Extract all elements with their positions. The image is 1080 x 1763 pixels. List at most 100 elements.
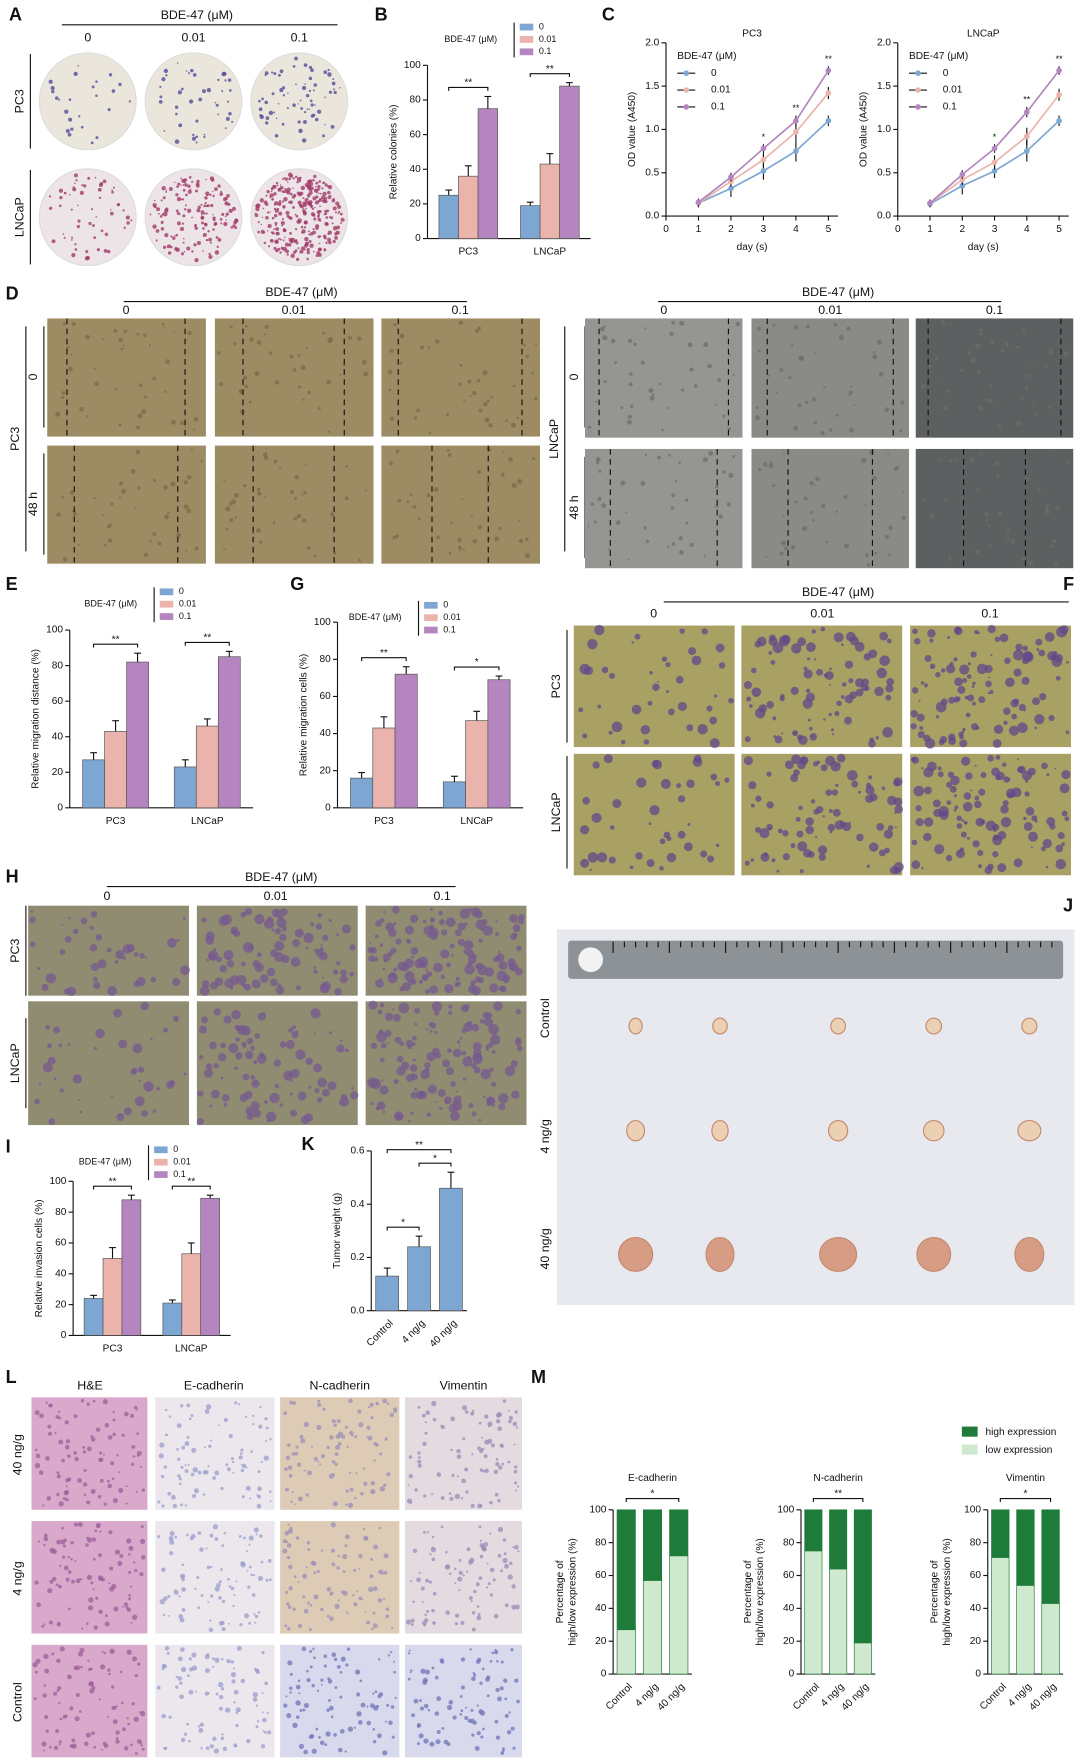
texture (953, 794, 957, 798)
colony (77, 65, 79, 67)
texture (417, 956, 429, 968)
colony (300, 225, 304, 229)
texture (985, 518, 989, 522)
texture (180, 420, 185, 426)
texture (90, 962, 100, 972)
texture (495, 1419, 501, 1424)
colony (279, 88, 284, 93)
texture (977, 864, 983, 869)
texture (413, 416, 418, 420)
texture (82, 1450, 87, 1454)
texture (117, 1560, 123, 1566)
texture (345, 465, 349, 468)
texture (176, 532, 182, 538)
colony (179, 226, 185, 231)
colony (193, 243, 197, 247)
texture (85, 1543, 89, 1547)
texture (333, 1423, 337, 1427)
colony (309, 232, 314, 236)
texture (112, 1497, 119, 1504)
texture (1042, 838, 1052, 849)
column-label: 0 (103, 889, 110, 903)
texture (344, 1425, 348, 1429)
bar (217, 656, 241, 809)
row-label: 40 ng/g (10, 1434, 24, 1475)
texture (648, 387, 654, 394)
panel-letter: K (302, 1134, 315, 1154)
texture (994, 461, 1000, 466)
colony (169, 245, 173, 249)
texture (212, 1524, 219, 1530)
texture (477, 326, 481, 330)
texture (103, 1651, 107, 1655)
texture (997, 863, 1007, 873)
texture (252, 1574, 256, 1577)
texture (686, 724, 694, 732)
bar (83, 1298, 104, 1336)
texture (469, 1648, 472, 1651)
texture (1030, 363, 1034, 366)
texture (935, 357, 939, 361)
texture (257, 1611, 261, 1614)
x-tick-label: 40 ng/g (656, 1682, 688, 1714)
texture (813, 420, 818, 425)
tumor (618, 1237, 654, 1272)
texture (168, 1415, 172, 1418)
colony (51, 89, 55, 94)
colony (159, 95, 163, 99)
colony (281, 122, 285, 126)
texture (424, 1062, 431, 1069)
texture (285, 1695, 288, 1698)
texture (351, 1087, 354, 1090)
texture (832, 808, 841, 817)
header: BDE-47 (μM) (802, 585, 874, 599)
texture (448, 1103, 459, 1113)
texture (62, 557, 68, 562)
colony (176, 211, 180, 216)
texture (221, 1733, 224, 1736)
texture (240, 1448, 244, 1452)
texture (339, 373, 342, 376)
texture (597, 704, 602, 709)
texture (167, 511, 170, 515)
colony (321, 182, 324, 184)
y-axis-label: Relative migration cells (%) (298, 654, 309, 776)
texture (689, 542, 694, 548)
texture (128, 1553, 131, 1556)
texture (436, 1729, 441, 1734)
texture (185, 550, 188, 553)
texture (494, 1719, 499, 1724)
texture (961, 756, 971, 766)
texture (524, 537, 529, 542)
colony (275, 181, 279, 185)
texture (135, 1408, 138, 1411)
texture (597, 496, 602, 502)
texture (510, 422, 516, 428)
legend-marker (683, 104, 690, 110)
texture (241, 1463, 247, 1469)
texture (206, 958, 210, 962)
texture (214, 1470, 220, 1476)
texture (817, 845, 828, 855)
texture (289, 1691, 292, 1694)
texture (972, 681, 976, 686)
colony (289, 174, 294, 178)
texture (483, 402, 488, 407)
texture (915, 805, 922, 812)
texture (249, 945, 254, 951)
texture (485, 1047, 490, 1051)
texture (313, 554, 317, 558)
y-axis-label: Relative colonies (%) (388, 104, 399, 199)
texture (133, 1405, 138, 1410)
texture (85, 1732, 91, 1738)
texture (864, 504, 867, 507)
texture (514, 1410, 518, 1414)
texture (74, 1560, 77, 1563)
chart-title: E-cadherin (628, 1473, 677, 1484)
texture (372, 1727, 376, 1731)
texture (349, 1430, 354, 1435)
texture (953, 696, 960, 703)
texture (431, 1666, 435, 1670)
texture (328, 918, 332, 922)
